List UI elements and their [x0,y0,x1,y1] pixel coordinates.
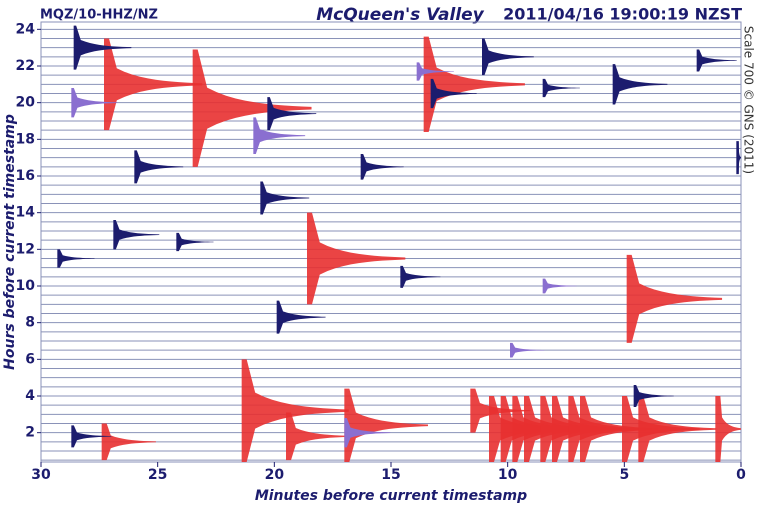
seismic-event [104,38,203,131]
y-tick-label: 14 [16,205,36,221]
y-tick-label: 4 [25,388,35,404]
y-tick-label: 12 [16,241,35,257]
seismic-event [416,62,454,81]
y-tick-label: 18 [16,131,35,147]
y-tick-label: 8 [25,315,35,331]
seismic-event [715,396,741,462]
seismic-event [71,88,118,118]
seismic-event [542,78,580,98]
seismic-event [638,396,717,462]
seismic-event [430,78,477,109]
x-axis-label: Minutes before current timestamp [255,488,527,504]
seismic-event [360,154,404,180]
scale-note: Scale 700 © GNS (2011) [742,26,756,174]
x-tick-label: 5 [619,467,629,483]
y-tick-label: 6 [25,351,35,367]
y-tick-label: 24 [16,21,36,37]
x-tick-label: 15 [381,467,400,483]
y-tick-label: 20 [16,95,36,111]
y-tick-label: 10 [16,278,36,294]
x-tick-label: 0 [736,467,746,483]
x-tick-label: 10 [498,467,518,483]
seismic-event [470,388,531,433]
seismic-event [176,232,214,252]
seismic-event [400,265,441,288]
timestamp: 2011/04/16 19:00:19 NZST [503,5,742,24]
seismic-event [423,36,525,132]
seismic-event [134,150,184,184]
seismic-event [633,385,674,407]
x-tick-label: 25 [148,467,167,483]
seismic-event [276,300,326,334]
seismic-event [307,212,406,305]
seismic-event [253,117,306,154]
seismic-event [344,388,428,462]
seismic-event [344,418,391,448]
seismic-event [260,181,310,215]
seismic-event [542,278,577,294]
seismic-event [73,25,132,70]
seismic-event [580,396,658,462]
x-tick-label: 30 [31,467,51,483]
chart-title: McQueen's Valley [316,5,484,25]
seismic-event [736,141,741,175]
seismic-event [113,220,160,250]
seismic-event [71,425,112,448]
y-axis-label: Hours before current timestamp [2,114,18,370]
seismic-event [241,359,349,462]
seismic-event [510,342,545,358]
seismic-event [101,423,156,461]
seismic-event [696,49,737,72]
seismic-event [482,38,534,76]
station-code: MQZ/10-HHZ/NZ [40,8,158,23]
seismic-event [57,249,95,268]
seismic-event [267,97,317,131]
y-tick-label: 22 [16,58,35,74]
seismic-event [286,412,350,461]
x-tick-label: 20 [265,467,285,483]
y-tick-label: 2 [25,425,35,441]
seismic-event [626,254,723,343]
seismic-event [192,49,312,167]
y-tick-label: 16 [16,168,35,184]
seismic-event [612,64,668,105]
